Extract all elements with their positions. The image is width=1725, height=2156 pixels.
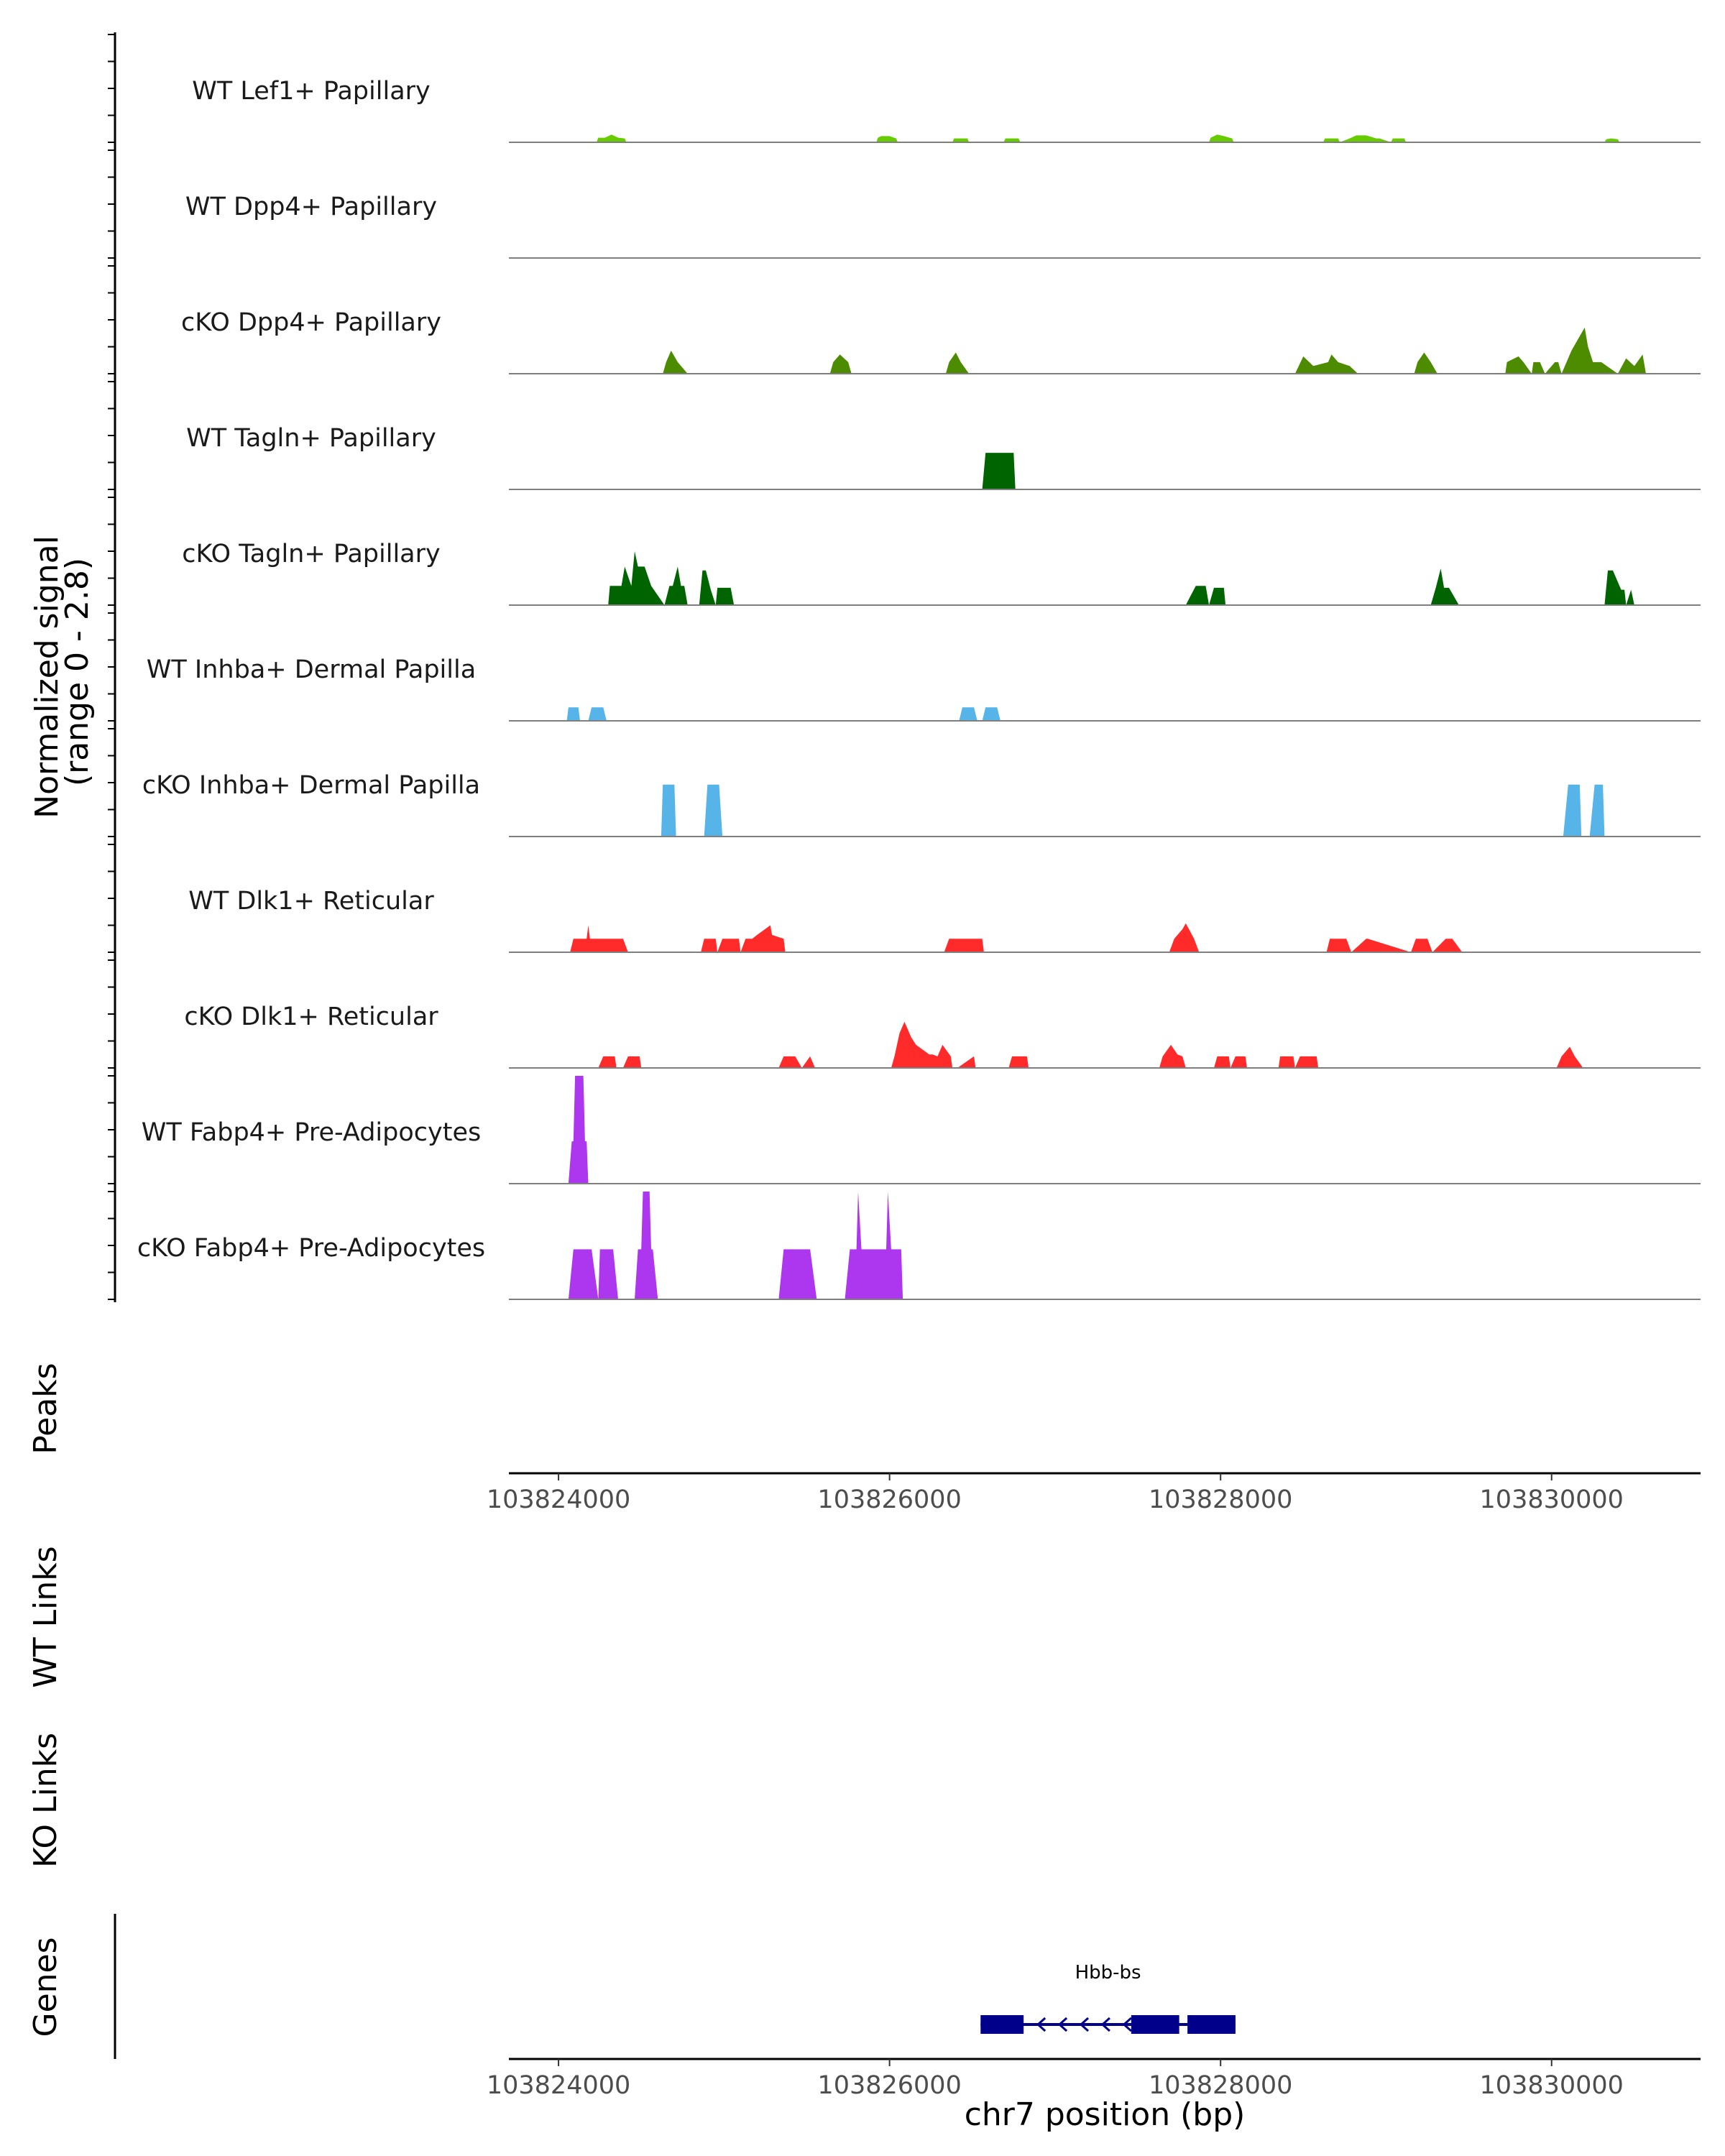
track-2: WT Dpp4+ Papillary — [185, 193, 1701, 259]
track-8: WT Dlk1+ Reticular — [188, 887, 1701, 953]
genes-x-axis: 103824000 103826000 103828000 103830000 — [487, 2058, 1701, 2100]
x-tick-label: 103830000 — [1480, 2071, 1624, 2100]
coverage-area — [568, 1192, 903, 1299]
coverage-area — [608, 551, 1634, 605]
x-tick-label: 103828000 — [1149, 1485, 1292, 1514]
track-label: WT Lef1+ Papillary — [192, 77, 431, 106]
gene-Hbb-bs: Hbb-bs — [980, 1962, 1236, 2034]
gene-exon — [1187, 2015, 1236, 2034]
track-1: WT Lef1+ Papillary — [192, 77, 1701, 143]
track-9: cKO Dlk1+ Reticular — [184, 1003, 1701, 1069]
track-7: cKO Inhba+ Dermal Papilla — [142, 771, 1701, 837]
track-11: cKO Fabp4+ Pre-Adipocytes — [137, 1192, 1701, 1300]
coverage-area — [566, 707, 1000, 721]
coverage-area — [570, 923, 1464, 952]
peaks-title: Peaks — [27, 1363, 64, 1454]
track-label: cKO Tagln+ Papillary — [182, 540, 441, 568]
track-label: WT Fabp4+ Pre-Adipocytes — [142, 1118, 481, 1147]
track-6: WT Inhba+ Dermal Papilla — [147, 655, 1701, 722]
x-axis-title: chr7 position (bp) — [965, 2096, 1246, 2133]
gene-exon — [980, 2015, 1024, 2034]
strand-arrow — [1122, 2017, 1132, 2032]
coverage-area — [568, 1076, 589, 1184]
track-label: WT Dlk1+ Reticular — [188, 887, 434, 916]
track-label: WT Tagln+ Papillary — [186, 424, 436, 453]
track-label: cKO Fabp4+ Pre-Adipocytes — [137, 1234, 485, 1263]
track-label: cKO Dlk1+ Reticular — [184, 1003, 438, 1031]
coverage-area — [597, 134, 1620, 142]
genes-title: Genes — [27, 1937, 64, 2037]
ko-links-title: KO Links — [27, 1733, 64, 1868]
track-4: WT Tagln+ Papillary — [186, 424, 1701, 490]
strand-arrow — [1100, 2017, 1110, 2032]
track-5: cKO Tagln+ Papillary — [182, 540, 1701, 606]
coverage-y-axis-title-line2: (range 0 - 2.8) — [59, 558, 96, 786]
x-tick-label: 103828000 — [1149, 2071, 1292, 2100]
strand-arrow — [1057, 2017, 1068, 2032]
track-10: WT Fabp4+ Pre-Adipocytes — [142, 1076, 1701, 1184]
coverage-tracks: WT Lef1+ Papillary WT Dpp4+ Papillary cKO … — [137, 77, 1701, 1300]
track-label: WT Dpp4+ Papillary — [185, 193, 437, 221]
x-tick-label: 103826000 — [817, 2071, 961, 2100]
track-label: cKO Inhba+ Dermal Papilla — [142, 771, 480, 800]
track-label: cKO Dpp4+ Papillary — [181, 308, 441, 337]
coverage-area — [982, 453, 1016, 489]
strand-arrow — [1036, 2017, 1046, 2032]
x-tick-label: 103826000 — [817, 1485, 961, 1514]
track-label: WT Inhba+ Dermal Papilla — [147, 655, 476, 684]
x-tick-label: 103824000 — [487, 1485, 630, 1514]
gene-track: Hbb-bs — [980, 1962, 1236, 2034]
track-3: cKO Dpp4+ Papillary — [181, 308, 1701, 374]
coverage-area — [661, 784, 1605, 837]
gene-label: Hbb-bs — [1075, 1962, 1141, 1984]
coverage-area — [663, 327, 1647, 374]
gene-exon — [1131, 2015, 1179, 2034]
wt-links-title: WT Links — [27, 1546, 64, 1687]
x-tick-label: 103830000 — [1480, 1485, 1624, 1514]
strand-arrow — [1079, 2017, 1090, 2032]
x-tick-label: 103824000 — [487, 2071, 630, 2100]
coverage-area — [598, 1021, 1583, 1068]
coverage-y-axis-title-line1: Normalized signal — [29, 535, 65, 819]
coverage-y-axis — [108, 32, 116, 1302]
peaks-x-axis: 103824000 103826000 103828000 103830000 — [487, 1472, 1701, 1514]
coverage-y-axis-title: Normalized signal (range 0 - 2.8) — [29, 525, 96, 819]
